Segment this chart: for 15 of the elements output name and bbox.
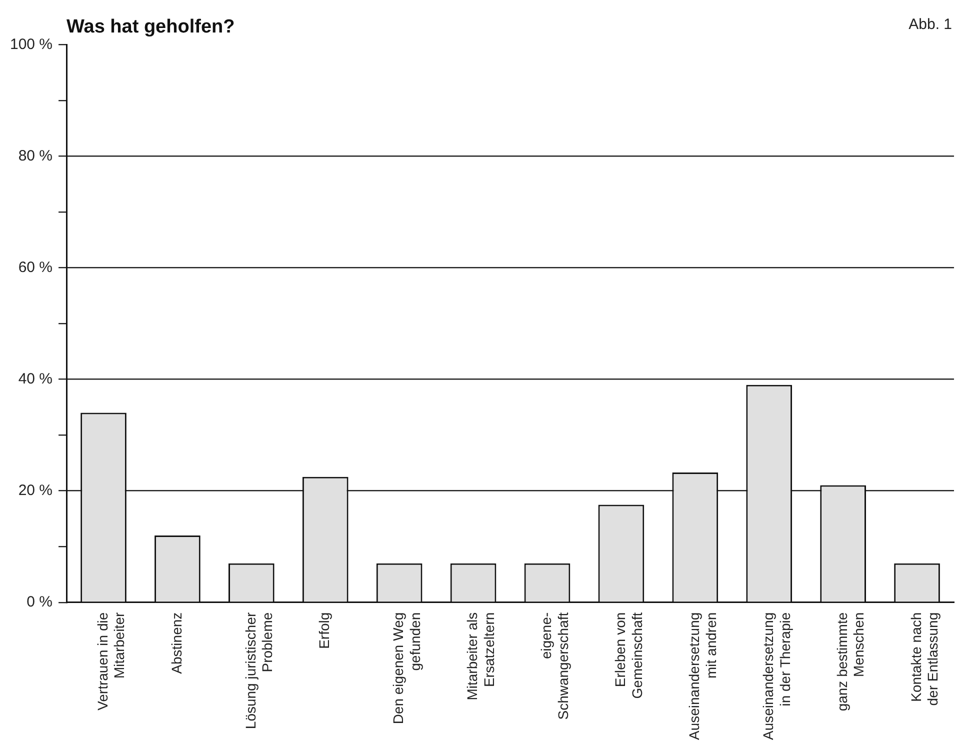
y-tick-label: 0 % (26, 593, 53, 610)
y-tick-label: 80 % (18, 147, 53, 164)
y-tick-label: 60 % (18, 258, 53, 276)
y-tick-label: 100 % (10, 36, 53, 53)
x-tick-label: Lösung juristischer Probleme (242, 612, 276, 730)
x-tick-label: Erfolg (316, 612, 332, 649)
x-tick-label: Den eigenen Weg gefunden (390, 612, 423, 724)
x-tick-label: Vertrauen in die Mitarbeiter (94, 612, 128, 710)
x-tick-label: Auseinandersetzung mit andren (686, 612, 719, 740)
caption: Abb. 1 (908, 16, 952, 33)
y-tick-label: 40 % (18, 370, 53, 388)
x-tick-label: Abstinenz (168, 612, 184, 674)
chart-title: Was hat geholfen? (66, 16, 235, 38)
y-tick-label: 20 % (18, 482, 53, 499)
x-tick-label: eigene- Schwangerschaft (538, 612, 571, 720)
